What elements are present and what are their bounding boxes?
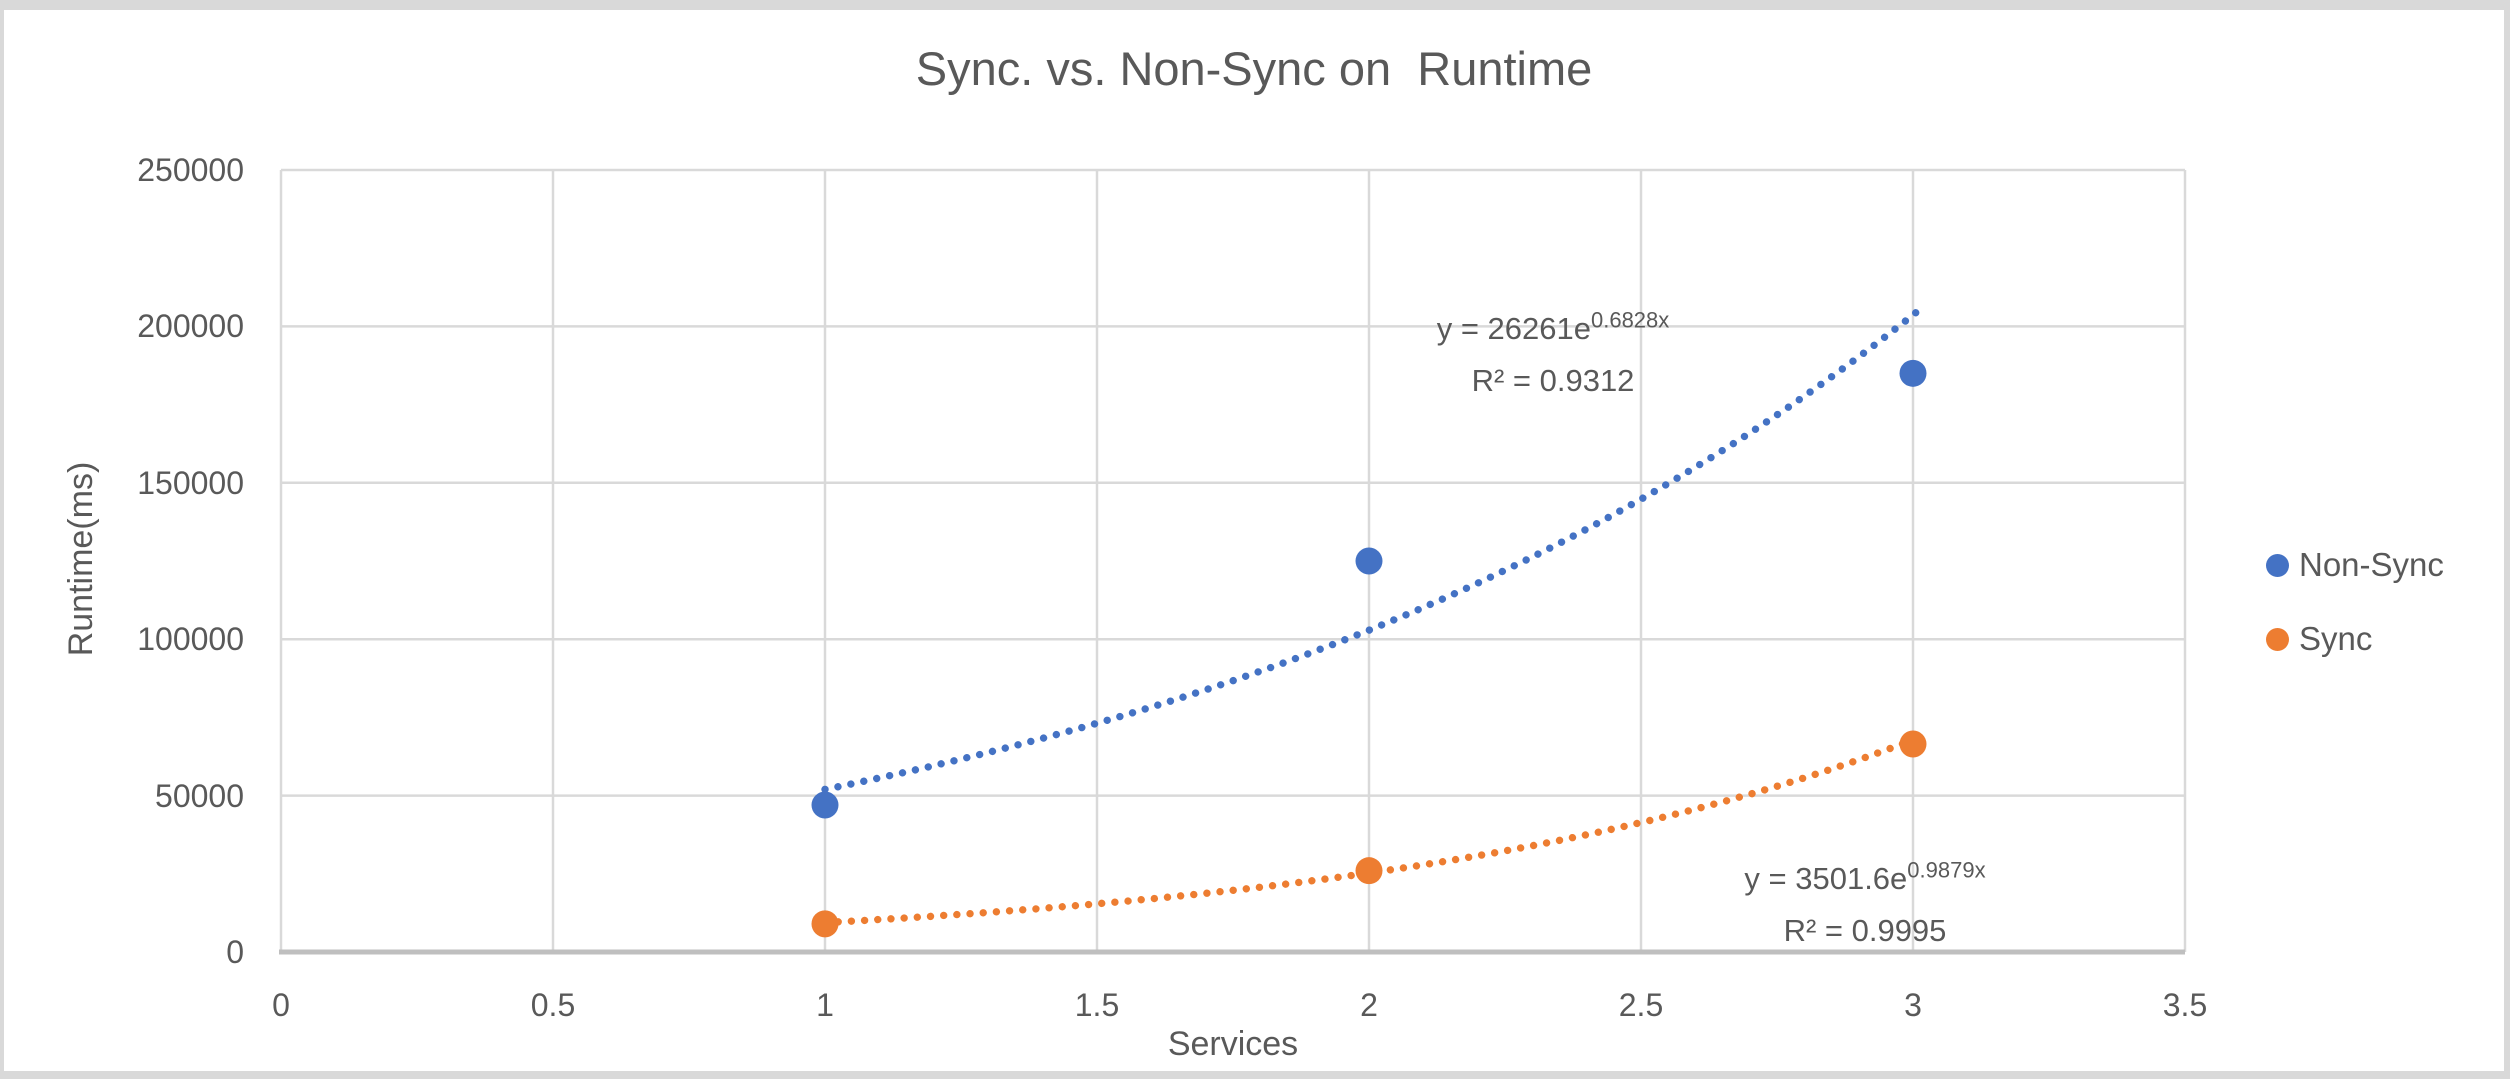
x-tick-label: 3.5	[2162, 987, 2208, 1023]
trendline-r2-nonsync: R² = 0.9312	[1471, 363, 1635, 398]
y-tick-label: 150000	[137, 464, 244, 501]
data-point-sync[interactable]	[1355, 857, 1383, 885]
x-tick-label: 2.5	[1618, 987, 1664, 1023]
data-point-non-sync[interactable]	[1899, 359, 1927, 387]
data-point-sync[interactable]	[811, 910, 839, 938]
legend-label-nonsync: Non-Sync	[2299, 546, 2444, 583]
y-tick-label: 100000	[137, 621, 244, 658]
y-tick-label: 0	[226, 934, 244, 970]
y-tick-label: 250000	[137, 152, 244, 188]
data-point-non-sync[interactable]	[1355, 547, 1383, 575]
trendline-non-sync[interactable]	[821, 306, 1923, 794]
trendline-r2-sync: R² = 0.9995	[1783, 913, 1947, 948]
x-tick-label: 1	[816, 987, 834, 1023]
legend-marker-sync-icon	[2266, 627, 2289, 651]
data-point-non-sync[interactable]	[811, 791, 839, 819]
legend-item-sync[interactable]: Sync	[2266, 617, 2372, 661]
x-tick-label: 2	[1360, 987, 1378, 1023]
y-axis-title: Runtime(ms)	[62, 461, 100, 657]
legend-marker-nonsync-icon	[2266, 553, 2289, 577]
x-tick-label: 0	[272, 987, 290, 1023]
legend-item-nonsync[interactable]: Non-Sync	[2266, 543, 2444, 587]
chart-title[interactable]: Sync. vs. Non-Sync on Runtime	[915, 42, 1593, 95]
y-tick-label: 200000	[137, 308, 244, 345]
trendline-equation-sync: y = 3501.6e0.9879x	[1744, 857, 1986, 896]
x-tick-label: 1.5	[1074, 987, 1120, 1023]
x-tick-label: 0.5	[530, 987, 576, 1023]
trendline-label-sync[interactable]: y = 3501.6e0.9879x R² = 0.9995	[1744, 853, 1985, 957]
y-tick-label: 50000	[155, 777, 244, 814]
x-tick-label: 3	[1904, 987, 1922, 1023]
trendline-label-nonsync[interactable]: y = 26261e0.6828x R² = 0.9312	[1437, 303, 1670, 407]
trendline-equation-nonsync: y = 26261e0.6828x	[1436, 307, 1670, 346]
plot-area	[279, 168, 2187, 955]
data-point-sync[interactable]	[1899, 730, 1927, 758]
legend-label-sync: Sync	[2299, 620, 2373, 657]
x-axis-title: Services	[1167, 1025, 1299, 1063]
